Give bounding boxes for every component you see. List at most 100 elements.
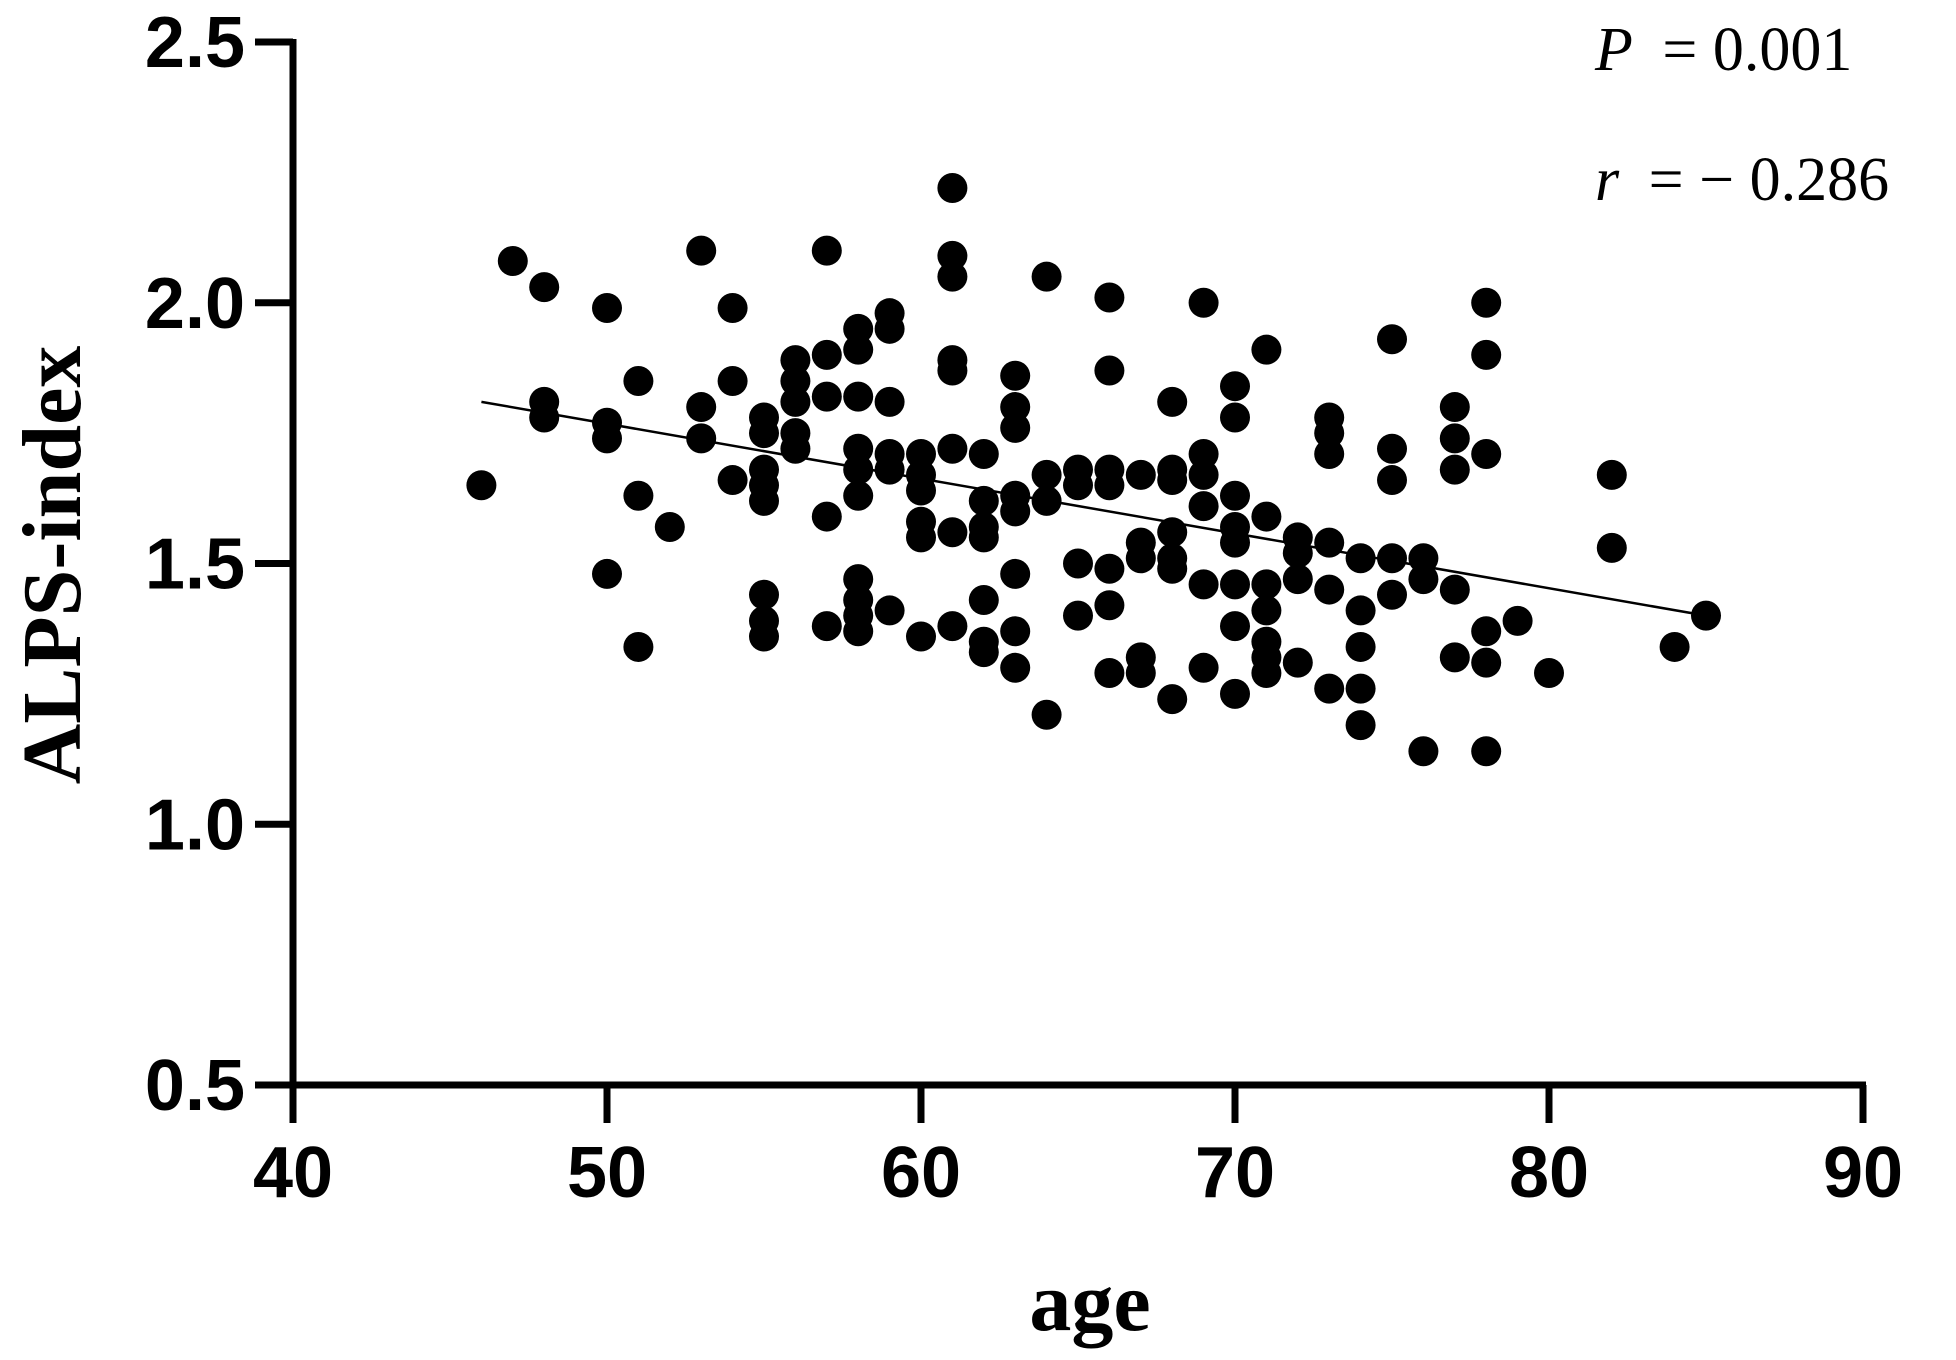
data-point: [906, 438, 936, 469]
data-point: [1251, 501, 1282, 532]
data-point: [1471, 736, 1502, 767]
data-point: [466, 470, 497, 501]
data-point: [1125, 459, 1156, 490]
data-point: [1377, 465, 1407, 496]
data-point: [1251, 595, 1282, 626]
data-point: [1188, 491, 1219, 522]
data-point: [1220, 480, 1250, 511]
data-point: [843, 381, 874, 412]
y-axis-title: ALPS-index: [6, 346, 99, 785]
data-point: [1314, 418, 1345, 449]
data-point: [843, 334, 874, 365]
data-point: [1063, 600, 1093, 631]
data-point: [749, 621, 779, 652]
data-point: [968, 485, 999, 516]
data-point: [1157, 684, 1188, 715]
data-point: [717, 365, 748, 396]
data-point: [1031, 459, 1062, 490]
data-point: [1188, 652, 1219, 683]
data-point: [843, 480, 874, 511]
data-point: [1282, 647, 1313, 678]
data-point: [1063, 548, 1093, 579]
data-point: [843, 433, 874, 464]
data-point: [1439, 574, 1470, 605]
data-point: [811, 381, 842, 412]
data-point: [874, 454, 905, 485]
trendline: [481, 400, 1707, 617]
y-tick-label: 2.5: [145, 3, 245, 83]
data-point: [1377, 433, 1407, 464]
y-tick-label: 1.5: [145, 525, 245, 605]
data-point: [1031, 261, 1062, 292]
data-point: [1314, 673, 1345, 704]
data-point: [906, 522, 936, 553]
data-point: [1439, 454, 1470, 485]
data-point: [1188, 438, 1219, 469]
data-point: [937, 611, 968, 642]
statistics-annotation: P = 0.001 r = − 0.286: [1594, 16, 1889, 214]
data-point: [1220, 371, 1250, 402]
data-point: [780, 386, 811, 417]
x-tick-label: 40: [253, 1133, 333, 1213]
x-axis-title: age: [1029, 1256, 1150, 1349]
data-point: [1157, 386, 1188, 417]
data-point: [1345, 543, 1376, 574]
data-point: [1377, 579, 1407, 610]
data-point: [1000, 392, 1031, 423]
data-point: [937, 173, 968, 204]
data-point: [1220, 611, 1250, 642]
data-point: [623, 631, 654, 662]
data-point: [1377, 543, 1407, 574]
data-point: [780, 433, 811, 464]
data-point: [937, 517, 968, 548]
data-point: [1282, 564, 1313, 595]
data-point: [843, 564, 874, 595]
r-label: r: [1595, 146, 1620, 214]
data-point: [749, 485, 779, 516]
r-value-annotation: r = − 0.286: [1595, 146, 1889, 214]
data-point: [717, 465, 748, 496]
data-point: [1094, 590, 1125, 621]
data-point: [843, 616, 874, 647]
data-point: [968, 522, 999, 553]
data-point: [874, 386, 905, 417]
data-point: [1439, 423, 1470, 454]
data-points: [466, 173, 1721, 767]
data-point: [1094, 355, 1125, 386]
data-point: [686, 423, 717, 454]
data-point: [1408, 564, 1439, 595]
x-tick-label: 60: [881, 1133, 961, 1213]
data-point: [1157, 517, 1188, 548]
data-point: [874, 313, 905, 344]
data-point: [968, 637, 999, 668]
data-point: [1188, 569, 1219, 600]
data-point: [1471, 616, 1502, 647]
data-point: [686, 392, 717, 423]
data-point: [1188, 287, 1219, 318]
data-point: [937, 240, 968, 271]
data-point: [623, 365, 654, 396]
data-point: [1094, 553, 1125, 584]
data-point: [1000, 616, 1031, 647]
data-point: [1502, 605, 1533, 636]
data-point: [1094, 658, 1125, 689]
data-point: [1345, 631, 1376, 662]
data-point: [749, 579, 779, 610]
data-point: [592, 423, 622, 454]
x-tick-label: 50: [567, 1133, 647, 1213]
x-tick-label: 80: [1509, 1133, 1589, 1213]
data-point: [1157, 553, 1188, 584]
data-point: [811, 501, 842, 532]
data-point: [1314, 438, 1345, 469]
data-point: [1659, 631, 1690, 662]
p-label: P: [1594, 16, 1633, 84]
data-point: [968, 585, 999, 616]
data-point: [1094, 282, 1125, 313]
data-point: [1377, 324, 1407, 355]
data-point: [1220, 678, 1250, 709]
data-point: [623, 480, 654, 511]
x-tick-label: 70: [1195, 1133, 1275, 1213]
data-point: [1220, 527, 1250, 558]
data-point: [1125, 658, 1156, 689]
